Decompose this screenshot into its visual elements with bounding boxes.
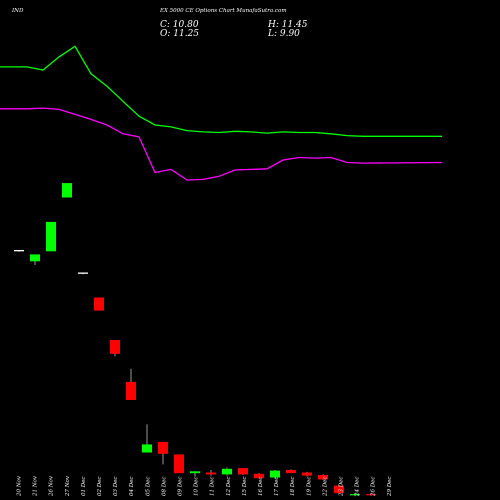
candle: [14, 250, 24, 252]
candle: [238, 468, 248, 475]
candle-body: [46, 221, 56, 252]
candle-body: [286, 470, 296, 474]
x-tick-label: 04 Dec: [129, 477, 135, 497]
candle-body: [302, 472, 312, 476]
candle: [62, 183, 72, 198]
x-tick-label: 03 Dec: [113, 477, 119, 497]
moving-average-lines: [0, 45, 443, 181]
candle: [222, 467, 232, 476]
candle: [270, 470, 280, 479]
x-tick-label: 26 Nov: [49, 475, 55, 497]
x-tick-label: 29 Dec: [387, 477, 393, 498]
candlestick-series: [14, 183, 376, 497]
x-tick-label: 16 Dec: [258, 477, 264, 497]
x-tick-label: 17 Dec: [274, 477, 280, 497]
candle-body: [270, 470, 280, 478]
candle-body: [14, 250, 24, 252]
x-tick-label: 19 Dec: [306, 477, 312, 497]
candle-body: [254, 473, 264, 479]
close-value: C: 10.80: [160, 20, 199, 30]
candle-body: [158, 441, 168, 454]
candle-body: [366, 494, 376, 496]
candle-body: [350, 494, 360, 496]
candle-body: [334, 485, 344, 494]
x-tick-label: 02 Dec: [97, 477, 103, 497]
candle-body: [78, 272, 88, 274]
chart-subtitle: EX 5000 CE Options Chart MunafaSutra.com: [160, 8, 287, 14]
low-value: L: 9.90: [268, 29, 300, 39]
x-tick-label: 22 Dec: [322, 477, 328, 498]
x-tick-label: 11 Dec: [210, 477, 216, 497]
x-tick-label: 12 Dec: [226, 477, 232, 497]
candle-body: [94, 297, 104, 311]
candle-body: [110, 340, 120, 354]
candle: [30, 254, 40, 265]
x-tick-label: 08 Dec: [161, 477, 167, 497]
candle-body: [190, 471, 200, 474]
candle: [126, 368, 136, 400]
candle-body: [222, 468, 232, 475]
candle: [366, 493, 376, 496]
x-tick-label: 27 Nov: [65, 475, 71, 497]
candle: [334, 485, 344, 494]
x-tick-label: 26 Dec: [371, 477, 377, 498]
candle: [286, 469, 296, 474]
x-tick-label: 23 Dec: [339, 477, 345, 498]
candle-body: [318, 475, 328, 480]
x-tick-label: 20 Nov: [17, 475, 23, 497]
x-tick-label: 05 Dec: [145, 477, 151, 497]
candle: [350, 493, 360, 497]
x-tick-label: 15 Dec: [242, 477, 248, 497]
x-tick-label: 18 Dec: [290, 477, 296, 497]
x-axis-labels: 20 Nov 21 Nov 26 Nov 27 Nov 01 Dec 02 Dec 03 D…: [17, 475, 393, 497]
candle: [254, 473, 264, 479]
candle: [302, 471, 312, 477]
x-tick-label: 01 Dec: [81, 477, 87, 497]
candle-body: [126, 381, 136, 400]
x-tick-label: 09 Dec: [178, 477, 184, 497]
candle: [110, 340, 120, 357]
candle-body: [30, 254, 40, 262]
candle-body: [174, 454, 184, 474]
symbol-label: IND: [12, 8, 24, 14]
high-value: H: 11.45: [268, 20, 308, 30]
x-tick-label: 24 Dec: [355, 477, 361, 498]
candle: [94, 297, 104, 311]
candle: [142, 424, 152, 453]
candle: [46, 221, 56, 252]
indicator-line-1: [0, 45, 442, 137]
candle: [318, 474, 328, 480]
candle-body: [142, 444, 152, 453]
candle-body: [62, 183, 72, 198]
candle-body: [206, 472, 216, 475]
candle: [206, 470, 216, 476]
candle-body: [238, 468, 248, 475]
candle: [158, 441, 168, 465]
x-tick-label: 10 Dec: [194, 477, 200, 497]
candle: [190, 471, 200, 477]
x-tick-label: 21 Nov: [33, 475, 39, 497]
open-value: O: 11.25: [160, 29, 200, 39]
candle: [78, 272, 88, 275]
candle: [174, 454, 184, 474]
indicator-line-2: [0, 107, 443, 181]
